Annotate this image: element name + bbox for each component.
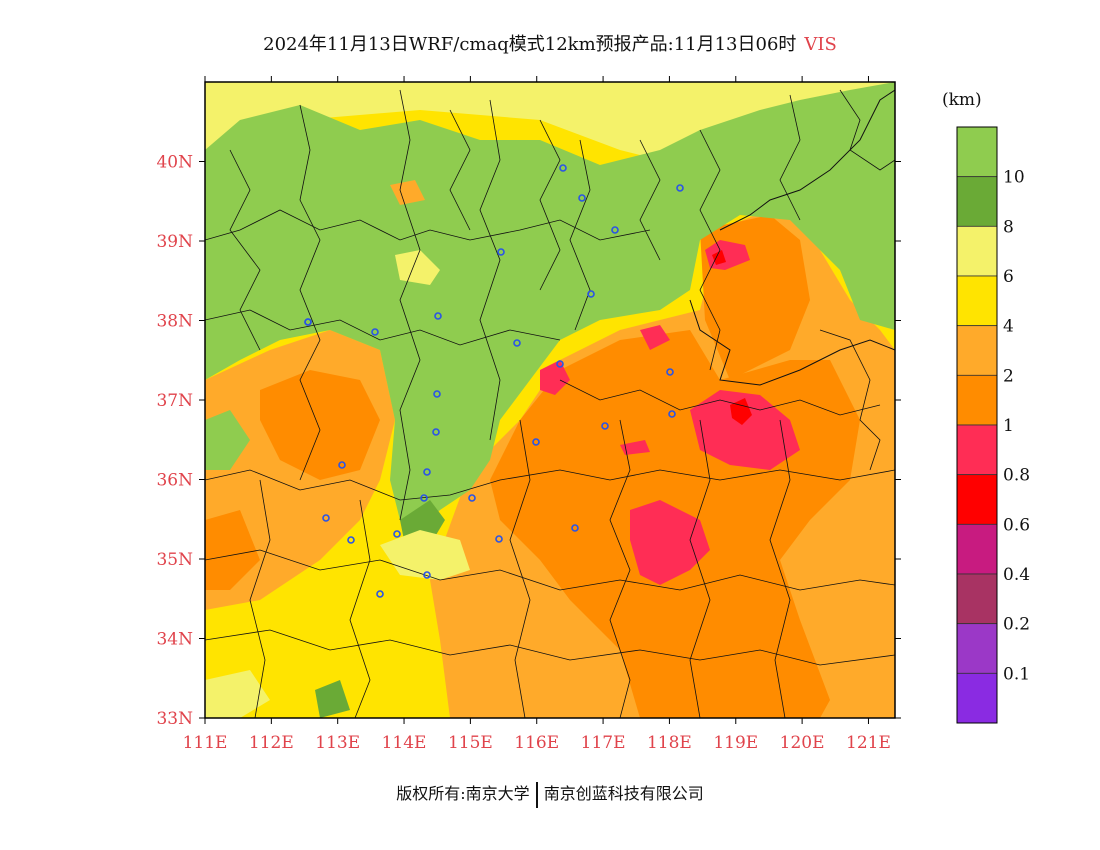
lon-tick-label: 118E <box>647 733 692 753</box>
station-marker <box>468 494 476 502</box>
colorbar-swatch <box>956 573 998 625</box>
longitude-axis: 111E 112E 113E 114E 115E 116E 117E 118E 119E 120E… <box>183 76 891 753</box>
colorbar-swatch <box>956 672 998 724</box>
lon-tick-label: 112E <box>249 733 294 753</box>
colorbar-swatch <box>956 474 998 525</box>
colorbar-swatch <box>956 325 998 376</box>
colorbar-label: 8 <box>1003 217 1014 237</box>
station-markers <box>304 164 684 598</box>
colorbar: 10 8 6 4 2 1 0.8 0.6 0.4 0.2 0.1 <box>956 126 1030 724</box>
lon-tick-label: 115E <box>448 733 493 753</box>
colorbar-label: 1 <box>1003 416 1014 436</box>
colorbar-label: 0.6 <box>1003 515 1030 535</box>
station-marker <box>571 524 579 532</box>
station-marker <box>432 428 440 436</box>
station-marker <box>304 318 312 326</box>
footer-separator <box>535 781 538 808</box>
lon-tick-label: 120E <box>780 733 825 753</box>
lat-tick-label: 33N <box>156 709 193 729</box>
station-marker <box>433 390 441 398</box>
footer: 版权所有:南京大学 南京创蓝科技有限公司 <box>0 780 1100 808</box>
lat-tick-label: 35N <box>156 550 193 570</box>
colorbar-unit: (km) <box>942 90 982 110</box>
lat-tick-label: 39N <box>156 232 193 252</box>
visibility-field <box>205 82 895 718</box>
station-marker <box>556 360 564 368</box>
colorbar-frame <box>956 126 998 724</box>
lon-tick-label: 121E <box>846 733 891 753</box>
lat-tick-label: 37N <box>156 391 193 411</box>
colorbar-label: 0.4 <box>1003 565 1030 585</box>
colorbar-label: 10 <box>1003 168 1025 188</box>
station-marker <box>495 535 503 543</box>
colorbar-swatch <box>956 176 998 227</box>
station-marker <box>559 164 567 172</box>
latitude-axis: 40N 39N 38N 37N 36N 35N 34N 33N <box>156 153 901 729</box>
lat-tick-label: 36N <box>156 471 193 491</box>
station-marker <box>434 312 442 320</box>
lon-tick-label: 116E <box>514 733 559 753</box>
company-text: 南京创蓝科技有限公司 <box>543 784 704 803</box>
station-marker <box>322 514 330 522</box>
chart-title: 2024年11月13日WRF/cmaq模式12km预报产品:11月13日06时 V… <box>0 30 1100 56</box>
station-marker <box>338 461 346 469</box>
station-marker <box>423 571 431 579</box>
lat-tick-label: 40N <box>156 153 193 173</box>
lon-tick-label: 119E <box>713 733 758 753</box>
lon-tick-label: 117E <box>581 733 626 753</box>
colorbar-swatch <box>956 126 998 178</box>
colorbar-label: 0.2 <box>1003 615 1030 635</box>
lon-tick-label: 111E <box>183 733 228 753</box>
station-marker <box>420 494 428 502</box>
station-marker <box>513 339 521 347</box>
copyright-text: 版权所有:南京大学 <box>396 784 530 803</box>
station-marker <box>376 590 384 598</box>
station-marker <box>371 328 379 336</box>
colorbar-swatch <box>956 374 998 426</box>
title-text: 2024年11月13日WRF/cmaq模式12km预报产品:11月13日06时 <box>263 34 797 55</box>
station-marker <box>601 422 609 430</box>
colorbar-label: 2 <box>1003 366 1014 386</box>
colorbar-label: 0.8 <box>1003 466 1030 486</box>
colorbar-swatch <box>956 523 998 575</box>
lat-tick-label: 34N <box>156 630 193 650</box>
colorbar-label: 0.1 <box>1003 664 1030 684</box>
variable-label: VIS <box>804 34 837 55</box>
station-marker <box>587 290 595 298</box>
station-marker <box>666 368 674 376</box>
station-marker <box>668 410 676 418</box>
colorbar-swatch <box>956 424 998 476</box>
station-marker <box>347 536 355 544</box>
station-marker <box>532 438 540 446</box>
station-marker <box>393 530 401 538</box>
station-marker <box>676 184 684 192</box>
colorbar-label: 4 <box>1003 317 1014 337</box>
colorbar-label: 6 <box>1003 267 1014 287</box>
colorbar-swatch <box>956 225 998 277</box>
station-marker <box>611 226 619 234</box>
station-marker <box>423 468 431 476</box>
lon-tick-label: 113E <box>315 733 360 753</box>
colorbar-swatch <box>956 623 998 674</box>
station-marker <box>578 194 586 202</box>
lat-tick-label: 38N <box>156 312 193 332</box>
colorbar-swatch <box>956 275 998 327</box>
lon-tick-label: 114E <box>382 733 427 753</box>
station-marker <box>497 248 505 256</box>
